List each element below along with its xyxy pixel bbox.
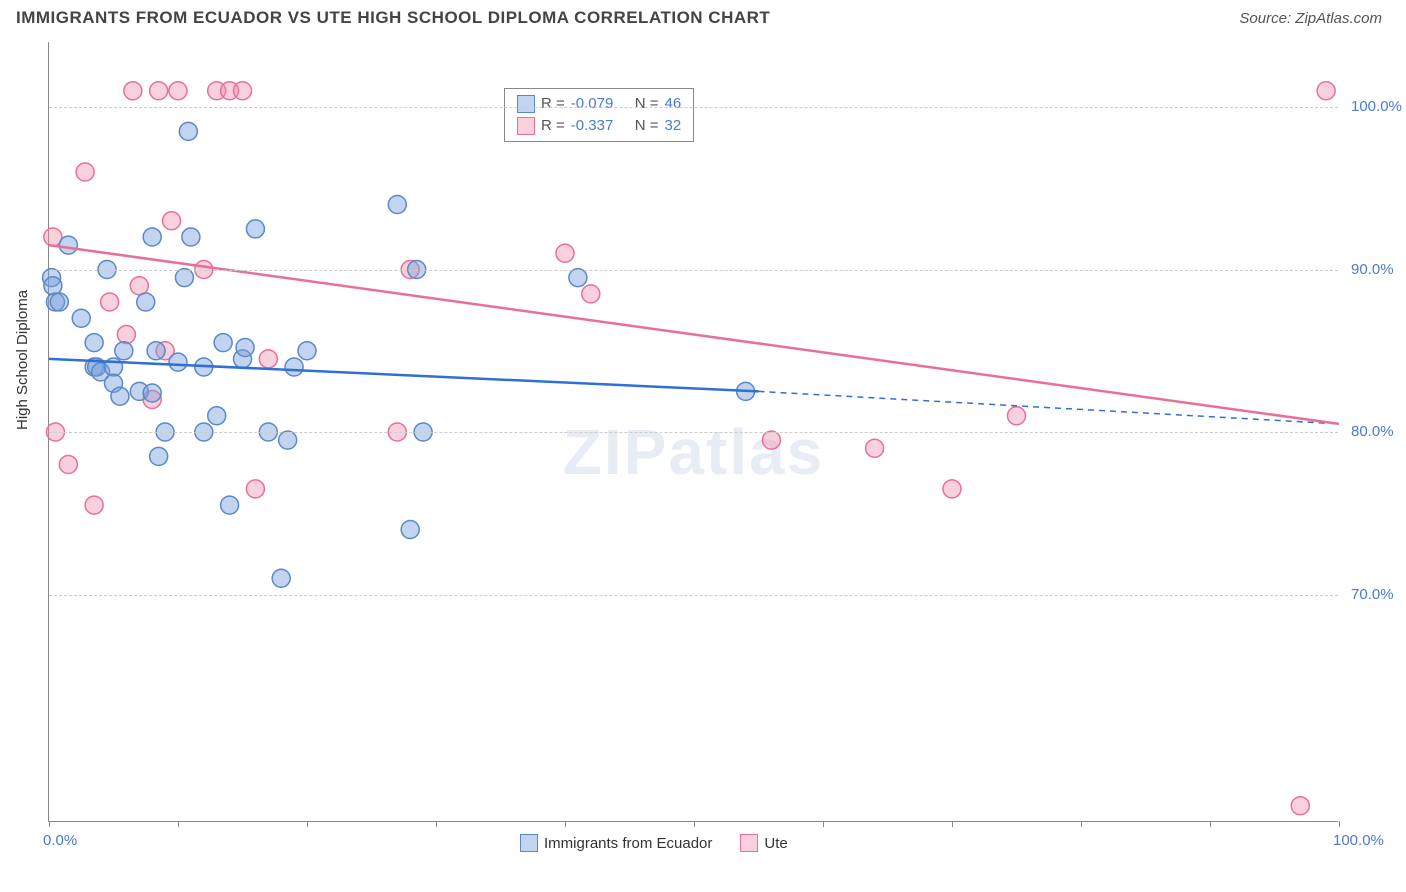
y-tick-label: 90.0% bbox=[1351, 261, 1394, 278]
legend-item-ecuador: Immigrants from Ecuador bbox=[520, 834, 712, 852]
chart-source: Source: ZipAtlas.com bbox=[1239, 10, 1382, 27]
y-tick-label: 70.0% bbox=[1351, 586, 1394, 603]
y-axis-label: High School Diploma bbox=[14, 290, 31, 430]
x-tick-label: 0.0% bbox=[43, 832, 77, 849]
swatch-ute bbox=[517, 117, 535, 135]
legend-item-ute: Ute bbox=[740, 834, 787, 852]
stats-row-ecuador: R = -0.079 N = 46 bbox=[517, 93, 681, 115]
bottom-legend: Immigrants from Ecuador Ute bbox=[520, 834, 788, 852]
chart-title: IMMIGRANTS FROM ECUADOR VS UTE HIGH SCHO… bbox=[16, 8, 770, 28]
y-tick-label: 80.0% bbox=[1351, 423, 1394, 440]
chart-header: IMMIGRANTS FROM ECUADOR VS UTE HIGH SCHO… bbox=[0, 0, 1406, 32]
plot-area: ZIPatlas R = -0.079 N = 46 R = -0.337 N … bbox=[48, 42, 1338, 822]
x-tick-label: 100.0% bbox=[1333, 832, 1384, 849]
swatch-ecuador bbox=[517, 95, 535, 113]
swatch-ecuador bbox=[520, 834, 538, 852]
stats-legend: R = -0.079 N = 46 R = -0.337 N = 32 bbox=[504, 88, 694, 142]
stats-row-ute: R = -0.337 N = 32 bbox=[517, 115, 681, 137]
swatch-ute bbox=[740, 834, 758, 852]
y-tick-label: 100.0% bbox=[1351, 98, 1402, 115]
